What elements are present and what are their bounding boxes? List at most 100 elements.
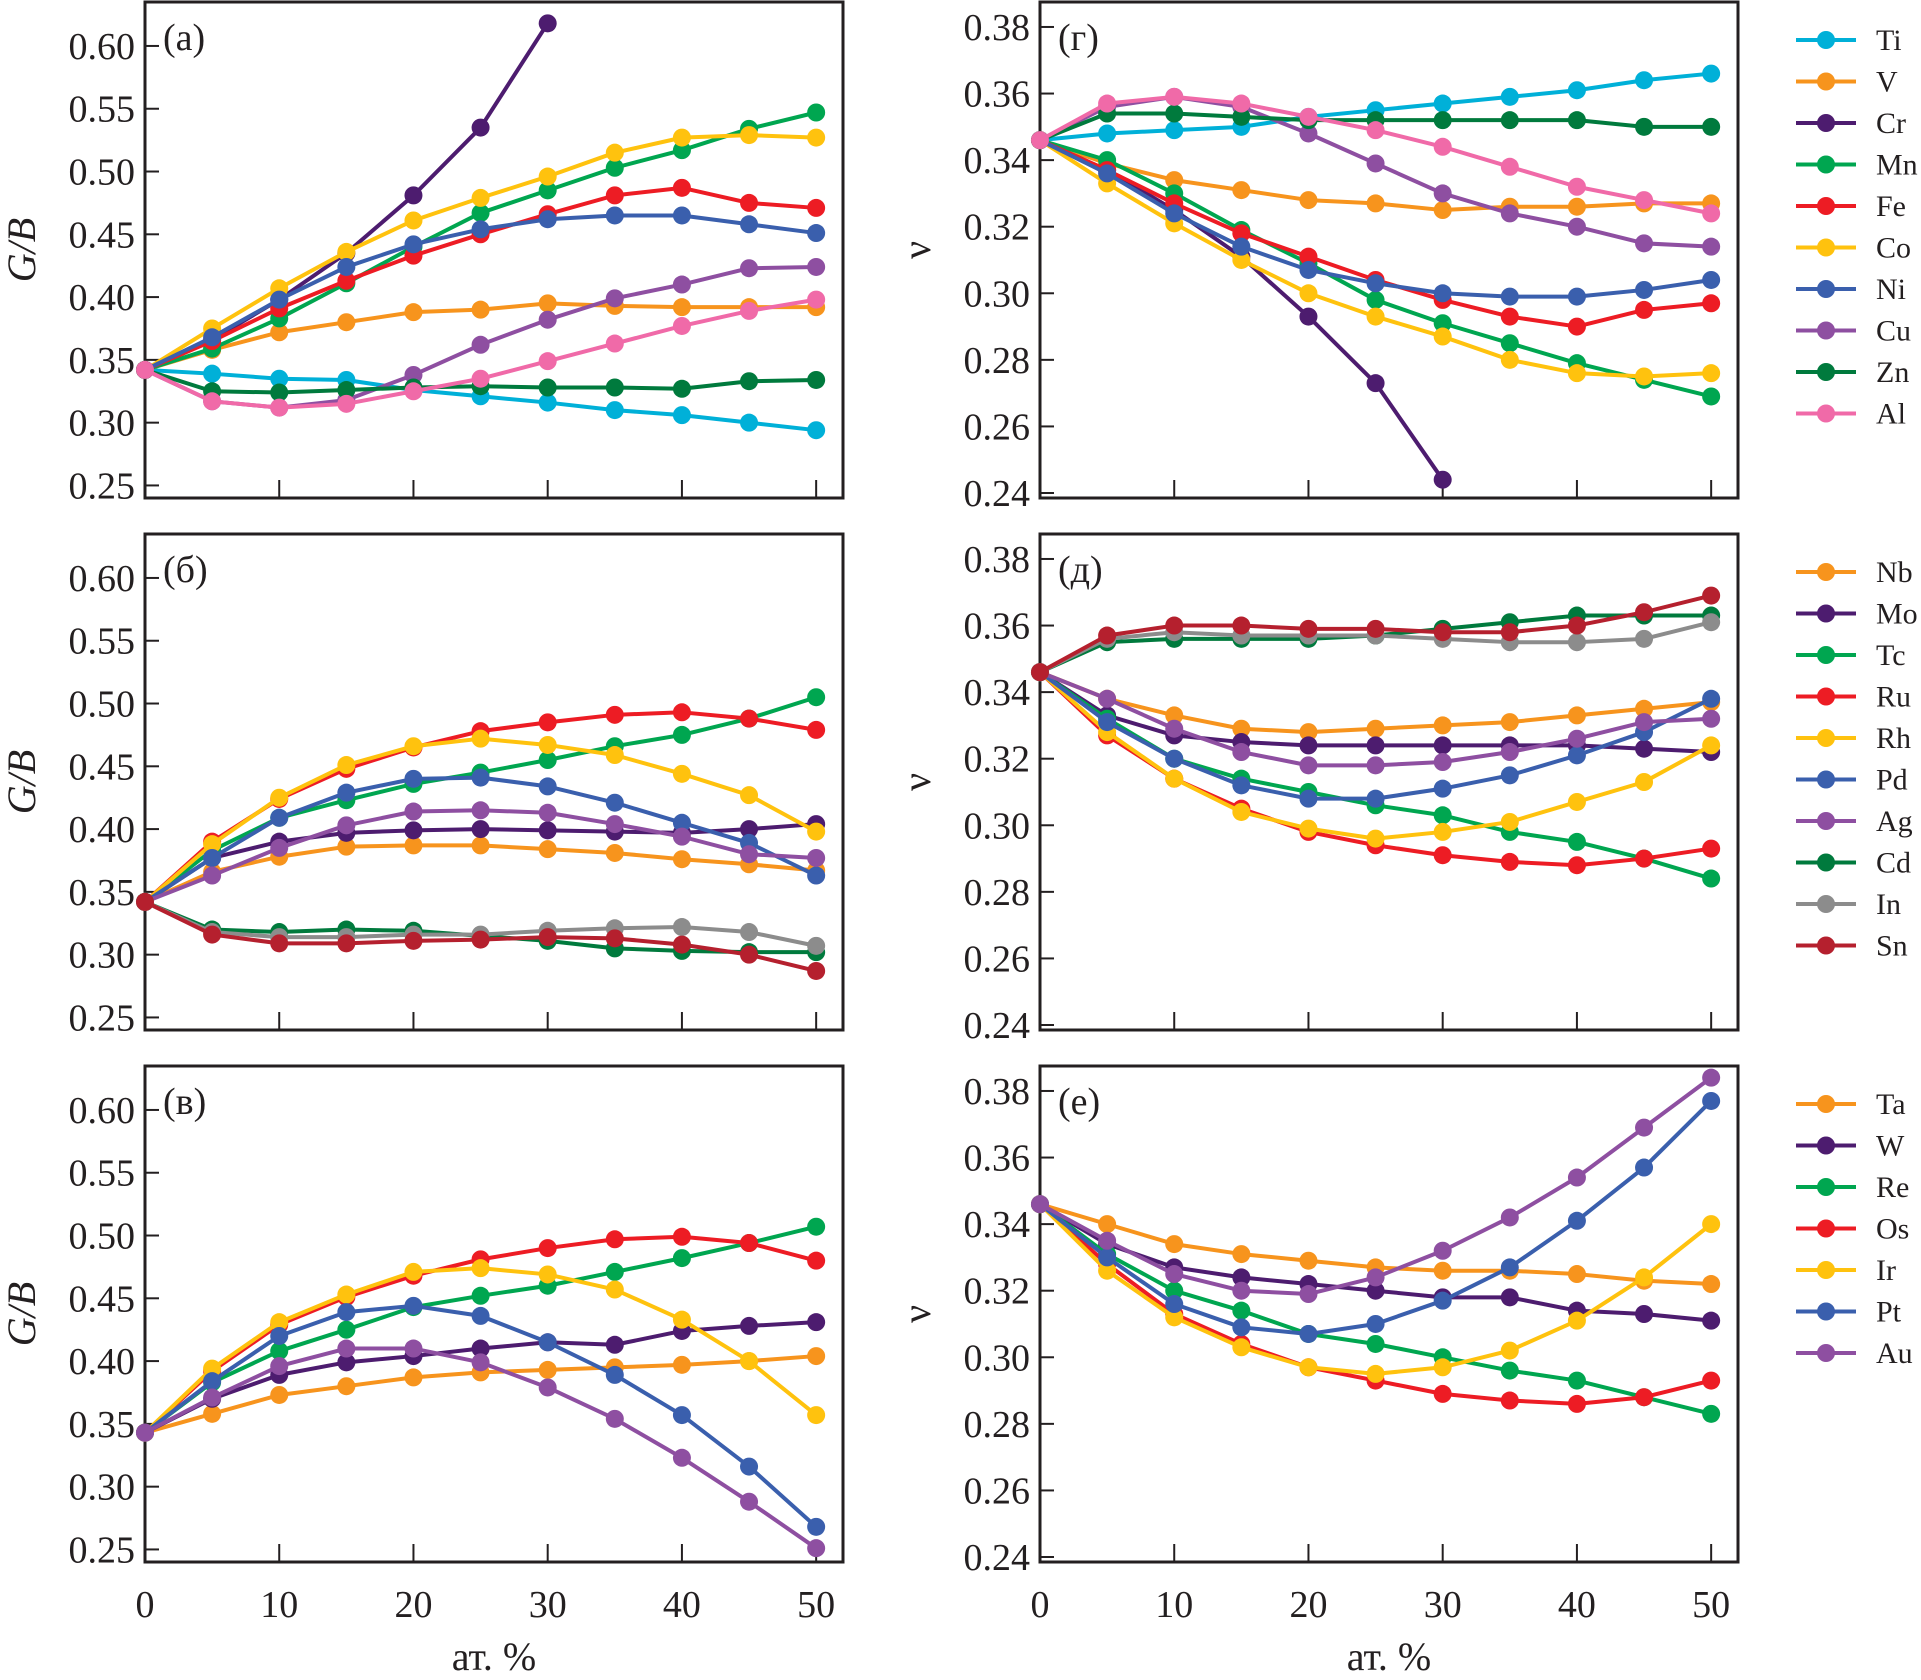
panel-label: (a) xyxy=(163,17,205,59)
data-point xyxy=(1702,1311,1721,1330)
data-point xyxy=(136,1423,154,1442)
data-point xyxy=(1098,1248,1117,1267)
y-tick-label: 0.34 xyxy=(964,1204,1031,1246)
data-point xyxy=(1567,317,1586,336)
data-point xyxy=(1635,739,1654,758)
data-point xyxy=(605,1262,624,1281)
data-point xyxy=(807,1217,826,1236)
data-point xyxy=(1098,164,1117,183)
x-tick-label: 10 xyxy=(260,1584,298,1626)
data-point xyxy=(807,421,826,440)
data-point xyxy=(1366,1314,1385,1333)
data-point xyxy=(471,729,490,748)
data-point xyxy=(1702,387,1721,406)
data-point xyxy=(1702,364,1721,383)
data-point xyxy=(337,242,356,261)
data-point xyxy=(740,301,759,320)
legend-swatch-marker xyxy=(1817,687,1835,706)
data-point xyxy=(1433,736,1452,755)
data-point xyxy=(538,294,557,313)
panel-label: (г) xyxy=(1058,17,1099,59)
y-tick-label: 0.24 xyxy=(964,1005,1031,1047)
data-point xyxy=(1165,204,1184,223)
y-tick-label: 0.55 xyxy=(69,1153,136,1195)
data-point xyxy=(1232,1245,1251,1264)
data-point xyxy=(605,206,624,225)
legend-label: Ru xyxy=(1876,681,1911,714)
legend-swatch-marker xyxy=(1817,1344,1835,1362)
y-tick-label: 0.45 xyxy=(69,746,136,788)
y-tick-label: 0.26 xyxy=(964,406,1031,448)
data-point xyxy=(404,737,423,756)
data-point xyxy=(471,300,490,319)
data-point xyxy=(1232,719,1251,738)
x-tick-label: 40 xyxy=(1558,1584,1596,1626)
data-point xyxy=(1232,181,1251,200)
data-point xyxy=(337,1303,356,1322)
data-point xyxy=(270,1385,289,1404)
data-point xyxy=(1433,201,1452,220)
data-point xyxy=(538,928,557,947)
data-point xyxy=(1500,623,1519,642)
legend-item: Cu xyxy=(1796,315,1911,348)
data-point xyxy=(740,215,759,234)
data-point xyxy=(1366,374,1385,393)
x-tick-label: 50 xyxy=(797,1584,835,1626)
legend-item: Fe xyxy=(1796,190,1906,223)
series-au xyxy=(1031,1068,1721,1304)
legend-swatch-marker xyxy=(1817,155,1835,174)
data-point xyxy=(672,141,691,160)
y-tick-label: 0.40 xyxy=(69,277,136,319)
data-point xyxy=(538,713,557,732)
data-point xyxy=(672,406,691,425)
data-point xyxy=(538,735,557,754)
data-point xyxy=(1366,1364,1385,1383)
legend-swatch-marker xyxy=(1817,238,1835,257)
data-point xyxy=(807,1313,826,1332)
data-point xyxy=(1702,294,1721,313)
data-point xyxy=(807,936,826,955)
data-point xyxy=(1366,121,1385,140)
data-point xyxy=(807,848,826,867)
data-point xyxy=(1635,1268,1654,1287)
data-point xyxy=(471,836,490,855)
data-point xyxy=(672,128,691,147)
y-tick-label: 0.50 xyxy=(69,684,136,726)
legend-swatch-marker xyxy=(1817,197,1835,215)
y-axis-title: ν xyxy=(894,1305,939,1323)
data-point xyxy=(538,378,557,397)
y-tick-label: 0.36 xyxy=(964,1138,1031,1180)
data-point xyxy=(1500,1391,1519,1410)
data-point xyxy=(337,1320,356,1339)
data-point xyxy=(1433,753,1452,772)
plot-frame xyxy=(143,0,845,500)
legend-label: Re xyxy=(1876,1171,1909,1204)
data-point xyxy=(1702,839,1721,858)
y-tick-label: 0.25 xyxy=(69,997,136,1039)
data-point xyxy=(270,1313,289,1332)
data-point xyxy=(1567,217,1586,236)
legend-item: Ag xyxy=(1796,805,1913,838)
data-point xyxy=(605,401,624,420)
data-point xyxy=(404,303,423,322)
legend-item: W xyxy=(1796,1130,1905,1163)
data-point xyxy=(337,756,356,775)
data-point xyxy=(270,788,289,807)
data-point xyxy=(538,1265,557,1284)
legend-label: Al xyxy=(1876,398,1906,431)
data-point xyxy=(1165,719,1184,738)
data-point xyxy=(471,203,490,222)
data-point xyxy=(270,383,289,402)
data-point xyxy=(1299,789,1318,808)
data-point xyxy=(404,931,423,950)
legend: Ti V Cr Mn Fe Co Ni Cu Zn Al xyxy=(1796,24,1918,431)
data-point xyxy=(1232,776,1251,795)
x-tick-label: 30 xyxy=(1424,1584,1462,1626)
data-point xyxy=(672,703,691,722)
data-point xyxy=(538,803,557,822)
data-point xyxy=(538,777,557,796)
y-tick-label: 0.28 xyxy=(964,1404,1031,1446)
y-tick-label: 0.24 xyxy=(964,473,1031,515)
data-point xyxy=(1165,749,1184,768)
